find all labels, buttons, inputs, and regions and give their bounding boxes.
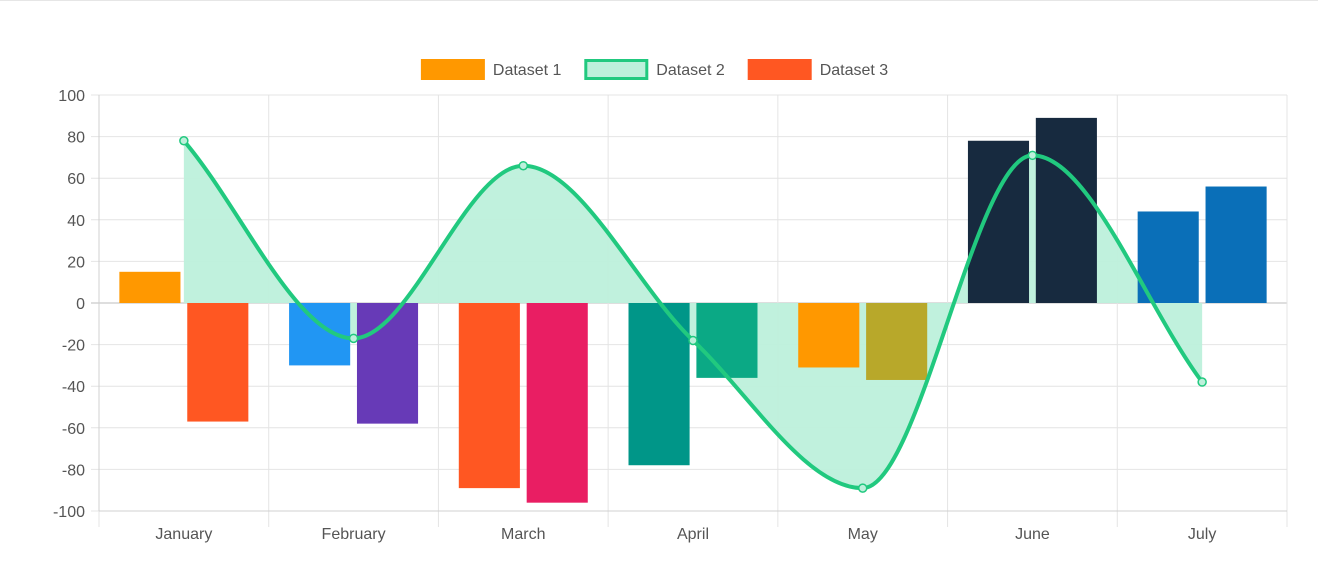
y-tick-label: 0 [76, 296, 85, 313]
legend-label: Dataset 2 [656, 62, 725, 79]
legend-swatch [747, 59, 812, 80]
y-tick-label: -80 [62, 462, 85, 479]
x-tick-label: January [155, 526, 212, 543]
y-tick-label: -40 [62, 379, 85, 396]
bar-dataset-1[interactable] [967, 140, 1030, 303]
bar-dataset-3[interactable] [526, 303, 588, 503]
bar-dataset-1[interactable] [458, 303, 520, 489]
point-dataset-2[interactable] [179, 136, 189, 146]
legend-item-dataset-3[interactable]: Dataset 3 [747, 59, 889, 80]
x-tick-label: May [848, 526, 878, 543]
x-tick-label: July [1188, 526, 1216, 543]
legend[interactable]: Dataset 1 Dataset 2 Dataset 3 [420, 59, 889, 80]
bar-dataset-3[interactable] [866, 303, 928, 380]
area-fill-dataset-2 [183, 140, 1203, 489]
bar-dataset-1[interactable] [119, 271, 181, 303]
legend-label: Dataset 1 [493, 62, 562, 79]
point-dataset-2[interactable] [518, 160, 529, 171]
legend-item-dataset-1[interactable]: Dataset 1 [420, 59, 562, 80]
y-tick-label: 60 [67, 171, 85, 188]
bar-dataset-3[interactable] [1205, 186, 1267, 303]
bar-dataset-3[interactable] [1035, 117, 1097, 303]
y-tick-label: 100 [58, 88, 85, 105]
legend-item-dataset-2[interactable]: Dataset 2 [584, 59, 725, 80]
y-tick-label: 40 [67, 213, 85, 230]
x-tick-label: March [501, 526, 545, 543]
y-tick-label: -60 [62, 421, 85, 438]
bar-dataset-1[interactable] [628, 303, 690, 466]
bar-dataset-1[interactable] [798, 303, 860, 368]
area-fill-layer [183, 140, 1203, 489]
legend-swatch [584, 59, 649, 80]
bar-dataset-1[interactable] [1137, 211, 1199, 303]
x-tick-label: April [677, 526, 709, 543]
x-tick-label: June [1015, 526, 1050, 543]
point-dataset-2[interactable] [1027, 150, 1038, 161]
point-dataset-2[interactable] [857, 483, 868, 493]
axis-labels-layer: 100 80 60 40 20 0 -20 -40 -60 -80 -100 January Febru… [53, 88, 1216, 543]
line-layer [179, 136, 1207, 493]
y-tick-label: 20 [67, 254, 85, 271]
bar-dataset-3[interactable] [696, 303, 758, 378]
top-border [0, 0, 1318, 1]
y-tick-label: -100 [53, 504, 85, 521]
x-tick-label: February [322, 526, 386, 543]
point-dataset-2[interactable] [348, 333, 359, 344]
bar-dataset-3[interactable] [187, 303, 249, 422]
legend-swatch [420, 59, 485, 80]
point-dataset-2[interactable] [1197, 377, 1207, 387]
legend-label: Dataset 3 [820, 62, 889, 79]
y-tick-label: 80 [67, 130, 85, 147]
point-dataset-2[interactable] [688, 335, 698, 346]
y-tick-label: -20 [62, 338, 85, 355]
